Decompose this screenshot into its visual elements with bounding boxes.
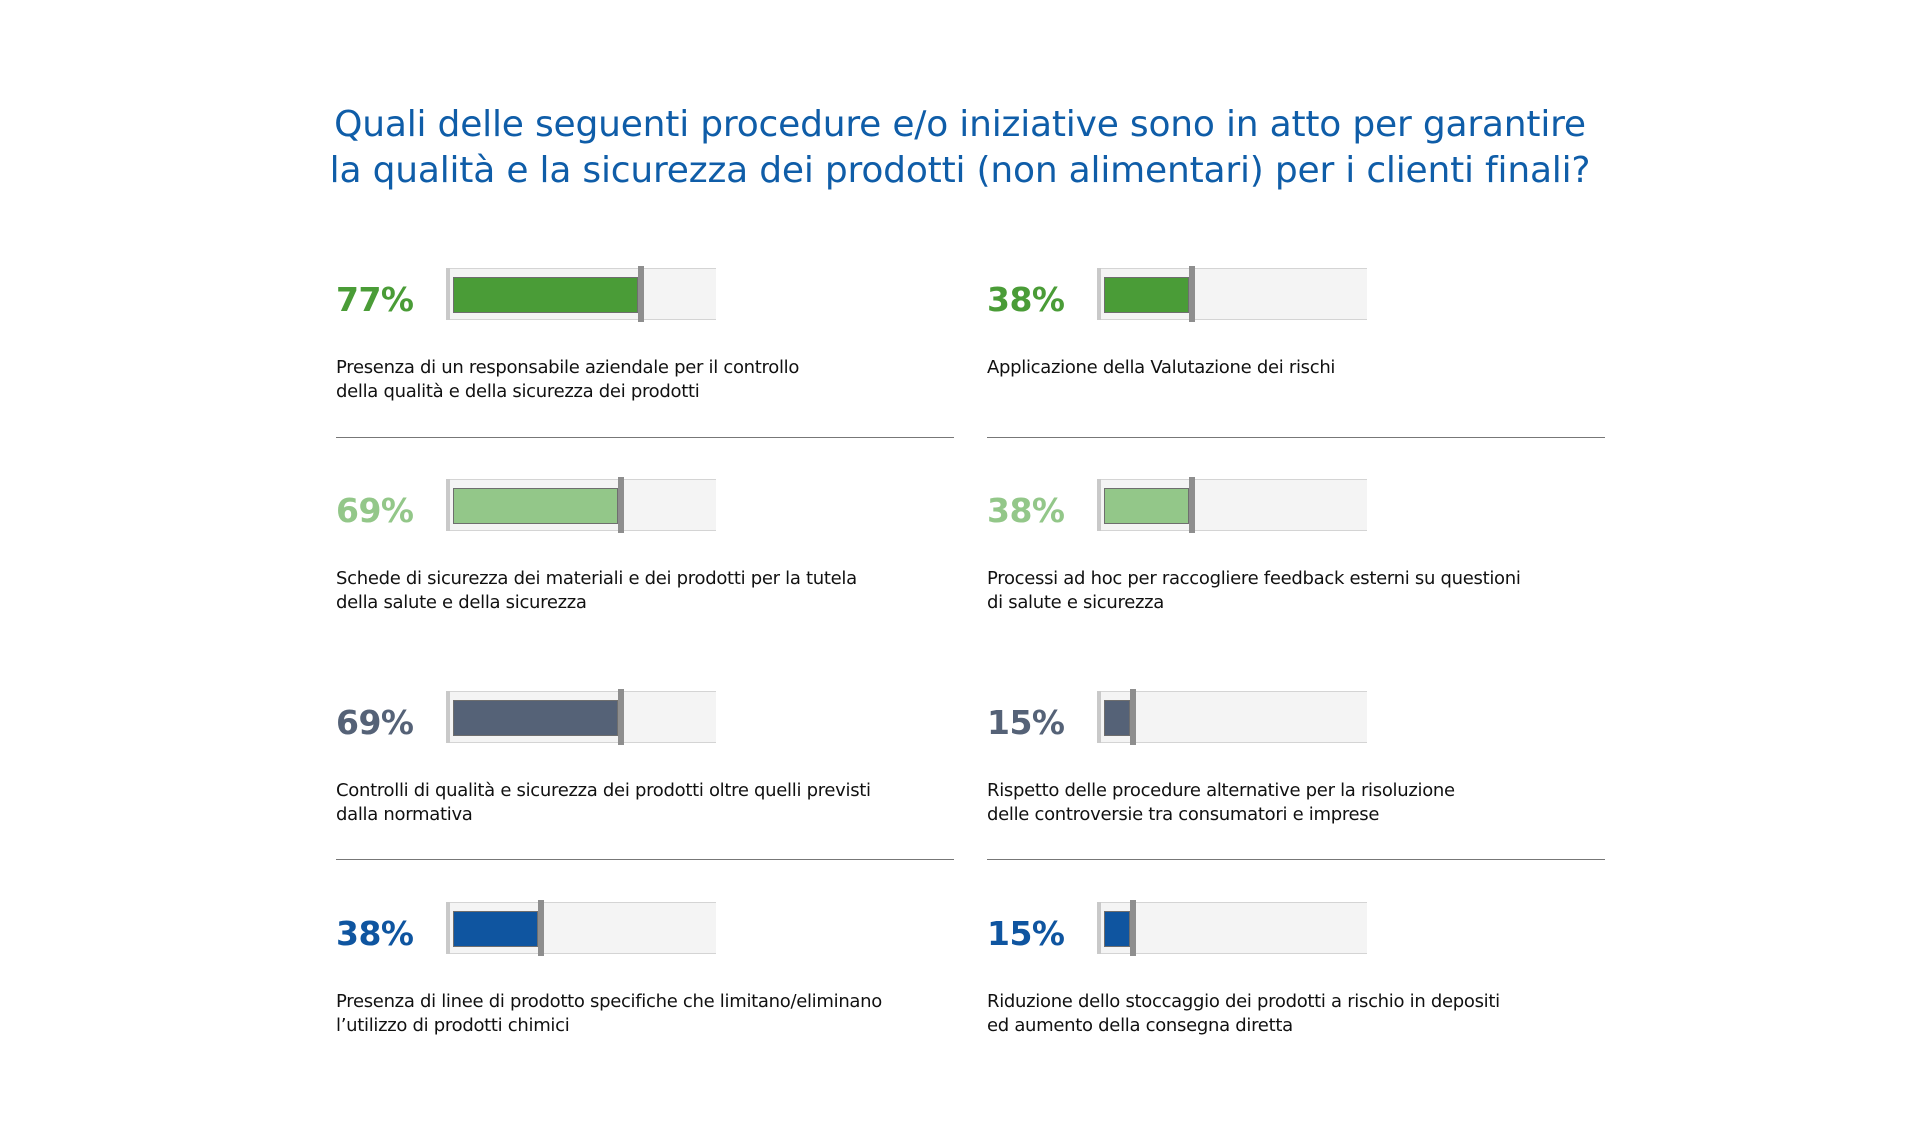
bar-track [1097, 689, 1367, 745]
bar-end-marker [538, 900, 544, 956]
bar-track-cap [446, 691, 450, 743]
row-divider [336, 859, 954, 860]
bar-category-label-line: Presenza di un responsabile aziendale pe… [336, 357, 800, 378]
bar-category-label: Presenza di un responsabile aziendale pe… [336, 356, 956, 404]
bar-item: 69% Schede di sicurezza dei materiali e d… [336, 477, 956, 679]
bar-track-cap [1097, 268, 1101, 320]
bar-category-label-line: l’utilizzo di prodotti chimici [336, 1015, 570, 1036]
bar-item: 38% Applicazione della Valutazione dei ri… [987, 266, 1607, 468]
bar-item: 38% Presenza di linee di prodotto specifi… [336, 900, 956, 1102]
bar [454, 489, 617, 523]
bar-category-label-line: Riduzione dello stoccaggio dei prodotti … [987, 991, 1500, 1012]
bar-value-label: 69% [336, 491, 414, 530]
bar-category-label-line: Controlli di qualità e sicurezza dei pro… [336, 780, 871, 801]
bar-item: 69% Controlli di qualità e sicurezza dei … [336, 689, 956, 891]
bar-category-label-line: dalla normativa [336, 804, 473, 825]
row-divider [987, 437, 1605, 438]
bar-category-label-line: Schede di sicurezza dei materiali e dei … [336, 568, 857, 589]
row-divider [987, 859, 1605, 860]
bar [1105, 489, 1188, 523]
chart-title-line-2: la qualità e la sicurezza dei prodotti (… [329, 150, 1591, 192]
bar-end-marker [618, 689, 624, 745]
bar-category-label-line: Processi ad hoc per raccogliere feedback… [987, 568, 1521, 589]
bar-track-cap [1097, 691, 1101, 743]
bar-category-label: Processi ad hoc per raccogliere feedback… [987, 567, 1607, 615]
bar-track [1097, 477, 1367, 533]
bar-category-label: Presenza di linee di prodotto specifiche… [336, 990, 956, 1038]
bar-category-label: Controlli di qualità e sicurezza dei pro… [336, 779, 956, 827]
bar-track-cap [1097, 479, 1101, 531]
bar-category-label-line: di salute e sicurezza [987, 592, 1165, 613]
bar-end-marker [1189, 266, 1195, 322]
bar-item: 15% Rispetto delle procedure alternative … [987, 689, 1607, 891]
bar-category-label-line: della salute e della sicurezza [336, 592, 587, 613]
row-divider [336, 437, 954, 438]
bar-category-label-line: Presenza di linee di prodotto specifiche… [336, 991, 882, 1012]
bar-track [446, 689, 716, 745]
bar-category-label: Rispetto delle procedure alternative per… [987, 779, 1607, 827]
bar-track [446, 266, 716, 322]
bar-track [1097, 900, 1367, 956]
bar [1105, 278, 1188, 312]
bar-end-marker [1189, 477, 1195, 533]
bar [1105, 912, 1129, 946]
bar-value-label: 77% [336, 280, 414, 319]
chart-title: Quali delle seguenti procedure e/o inizi… [0, 102, 1920, 194]
bar-value-label: 15% [987, 914, 1065, 953]
bar-value-label: 38% [987, 491, 1065, 530]
bar-track [446, 900, 716, 956]
bar-category-label: Riduzione dello stoccaggio dei prodotti … [987, 990, 1607, 1038]
bar-item: 15% Riduzione dello stoccaggio dei prodot… [987, 900, 1607, 1102]
bar-value-label: 38% [336, 914, 414, 953]
bar [454, 701, 617, 735]
bar-track-cap [446, 479, 450, 531]
chart-title-line-1: Quali delle seguenti procedure e/o inizi… [334, 104, 1586, 146]
bar-track-cap [446, 268, 450, 320]
bar-category-label-line: Applicazione della Valutazione dei risch… [987, 357, 1336, 378]
bar-end-marker [1130, 689, 1136, 745]
bar [1105, 701, 1129, 735]
bar [454, 278, 637, 312]
bar-track [446, 477, 716, 533]
bar-category-label-line: ed aumento della consegna diretta [987, 1015, 1293, 1036]
bar-category-label-line: delle controversie tra consumatori e imp… [987, 804, 1380, 825]
bar-track-cap [1097, 902, 1101, 954]
bar-track [1097, 266, 1367, 322]
bar-end-marker [1130, 900, 1136, 956]
bar-item: 77% Presenza di un responsabile aziendale… [336, 266, 956, 468]
bar-item: 38% Processi ad hoc per raccogliere feedb… [987, 477, 1607, 679]
bar-category-label-line: Rispetto delle procedure alternative per… [987, 780, 1455, 801]
bar-value-label: 69% [336, 703, 414, 742]
bar-value-label: 15% [987, 703, 1065, 742]
bar-end-marker [638, 266, 644, 322]
bar-track-cap [446, 902, 450, 954]
bar-end-marker [618, 477, 624, 533]
bar-category-label-line: della qualità e della sicurezza dei prod… [336, 381, 700, 402]
bar-category-label: Schede di sicurezza dei materiali e dei … [336, 567, 956, 615]
bar [454, 912, 537, 946]
bar-value-label: 38% [987, 280, 1065, 319]
bar-category-label: Applicazione della Valutazione dei risch… [987, 356, 1607, 380]
